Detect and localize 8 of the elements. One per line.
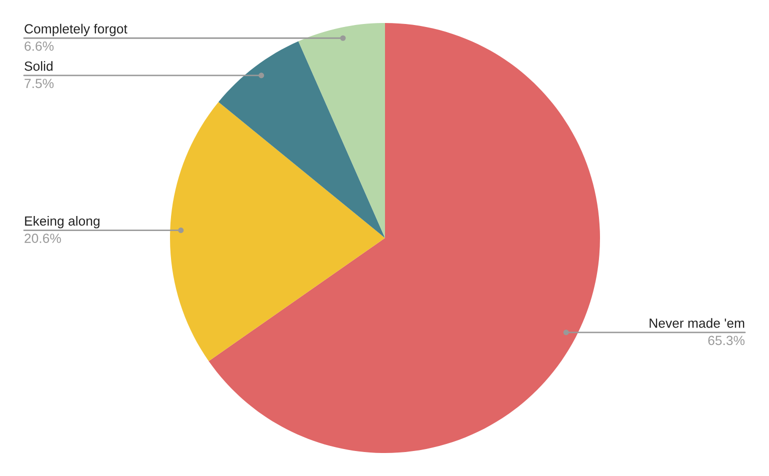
slice-label: Completely forgot [24, 24, 128, 36]
slice-label: Never made 'em [650, 318, 744, 328]
data-label: 7.5% [24, 78, 54, 88]
data-label: 6.6% [24, 41, 54, 51]
slice-label: Ekeing along [25, 216, 100, 228]
data-label: 65.3% [708, 336, 745, 346]
slice-label: Solid [24, 61, 52, 71]
data-label: 20.6% [24, 234, 61, 243]
